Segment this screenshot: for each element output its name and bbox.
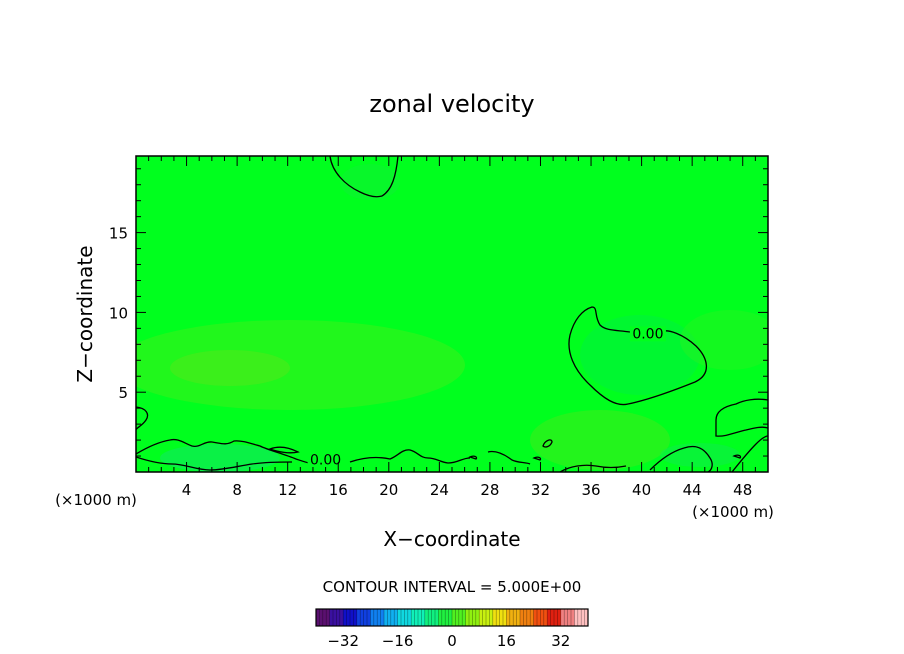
colorbar-segment: [520, 609, 535, 626]
shade-patch: [340, 164, 400, 200]
x-tick-label: 48: [733, 481, 752, 499]
colorbar-segment: [424, 609, 439, 626]
colorbar-segment: [384, 609, 399, 626]
colorbar-segment: [533, 609, 548, 626]
y-tick-label: 15: [109, 225, 128, 243]
contour-line: [532, 456, 542, 461]
x-unit-right: (×1000 m): [692, 503, 774, 521]
contour-line: [559, 464, 627, 472]
colorbar-frame: [315, 608, 589, 627]
colorbar-segment: [574, 609, 589, 626]
x-tick-label: 8: [232, 481, 242, 499]
colorbar: −32 −16 0 16 32: [315, 608, 589, 650]
y-axis-label: Z−coordinate: [73, 245, 97, 382]
x-tick-label: 44: [683, 481, 702, 499]
contour-label-bg: [307, 452, 344, 468]
colorbar-segment: [560, 609, 575, 626]
shade-patch: [136, 320, 465, 410]
colorbar-segment: [356, 609, 371, 626]
colorbar-segment: [479, 609, 494, 626]
contour-line: [349, 449, 471, 464]
contour-label: 0.00: [310, 452, 341, 468]
x-tick-label: 28: [480, 481, 499, 499]
colorbar-segment: [506, 609, 521, 626]
contour-line: [136, 406, 149, 431]
x-tick-label: 12: [278, 481, 297, 499]
contour-interval: CONTOUR INTERVAL = 5.000E+00: [323, 578, 582, 596]
x-tick-label: 4: [182, 481, 192, 499]
contour-line: [268, 446, 300, 454]
colorbar-segment: [438, 609, 453, 626]
zero-contours: [136, 156, 768, 472]
shade-patch: [580, 315, 700, 395]
contour-line: [542, 439, 553, 448]
contour-line: [732, 454, 742, 459]
contour-line: [487, 450, 531, 465]
y-tick-label: 5: [118, 384, 128, 402]
colorbar-tick-label: 0: [447, 632, 457, 650]
x-tick-label: 16: [329, 481, 348, 499]
colorbar-segment: [370, 609, 385, 626]
x-tick-label: 40: [632, 481, 651, 499]
x-axis-label: X−coordinate: [383, 527, 520, 551]
y-tick-label: 10: [109, 304, 128, 322]
colorbar-segment: [492, 609, 507, 626]
chart-title: zonal velocity: [369, 90, 534, 118]
colorbar-tick-label: 16: [497, 632, 516, 650]
x-tick-label: 24: [430, 481, 449, 499]
contour-line: [568, 306, 708, 406]
contour-labels: 0.00 0.00: [307, 326, 666, 468]
contour-line: [136, 456, 293, 471]
x-tick-label: 20: [379, 481, 398, 499]
contour-label: 0.00: [632, 326, 663, 342]
colorbar-segment: [343, 609, 358, 626]
colorbar-segment: [411, 609, 426, 626]
shade-patch: [660, 443, 740, 467]
colorbar-tick-label: 32: [551, 632, 570, 650]
colorbar-segment: [329, 609, 344, 626]
colorbar-segment: [316, 609, 331, 626]
colorbar-segment: [547, 609, 562, 626]
colorbar-tick-label: −32: [327, 632, 359, 650]
x-tick-label: 32: [531, 481, 550, 499]
shade-patch: [530, 410, 670, 470]
contour-line: [329, 156, 399, 198]
velocity-field: [136, 156, 768, 472]
x-tick-label: 36: [581, 481, 600, 499]
contour-line: [468, 455, 478, 460]
colorbar-segment: [452, 609, 467, 626]
shade-patch: [160, 444, 280, 472]
x-unit-left: (×1000 m): [55, 491, 137, 509]
contour-line: [136, 438, 317, 464]
colorbar-segment: [397, 609, 412, 626]
contour-line: [715, 398, 768, 437]
colorbar-segment: [465, 609, 480, 626]
contour-line: [649, 445, 713, 472]
contour-line: [731, 435, 768, 472]
colorbar-tick-label: −16: [382, 632, 414, 650]
shade-patch: [170, 350, 290, 386]
shade-patch: [680, 310, 768, 370]
contour-label-bg: [629, 326, 666, 342]
field-shading: [136, 164, 768, 472]
